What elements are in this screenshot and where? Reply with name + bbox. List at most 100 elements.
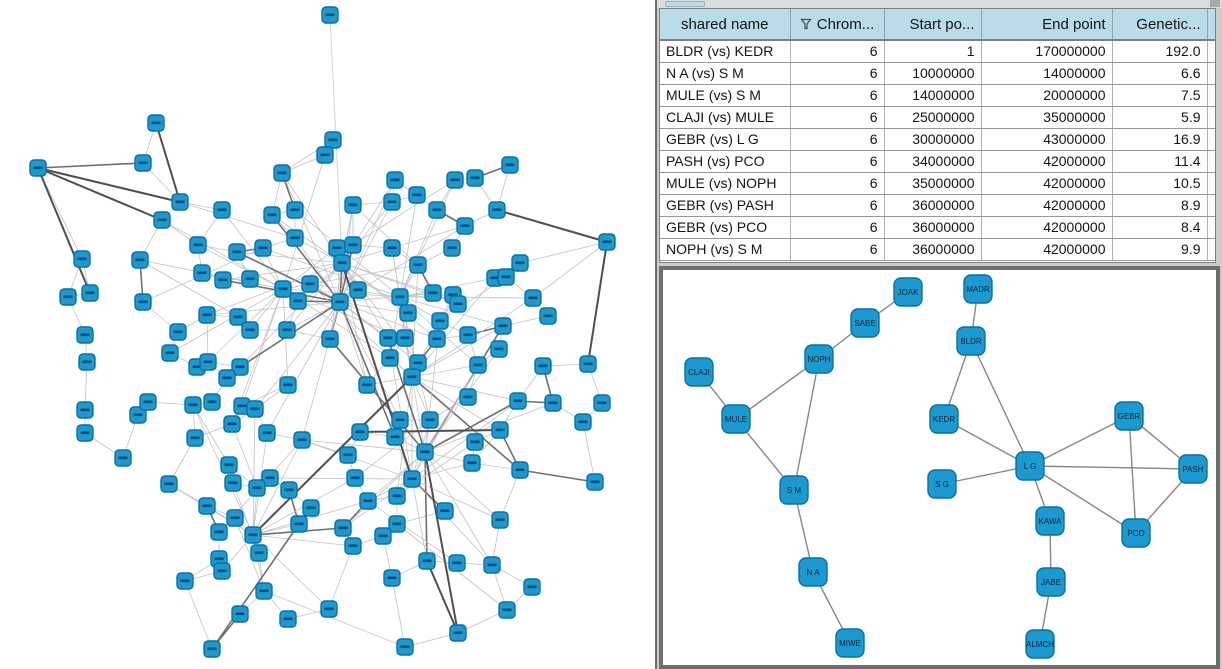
network-node[interactable] xyxy=(321,330,339,348)
network-node[interactable] xyxy=(274,280,292,298)
network-node[interactable] xyxy=(147,114,165,132)
network-node[interactable] xyxy=(134,154,152,172)
network-node-s-m[interactable]: S M xyxy=(779,475,809,505)
network-edge[interactable] xyxy=(411,478,501,521)
cell-value[interactable]: 6 xyxy=(790,194,885,217)
network-edge[interactable] xyxy=(424,451,501,521)
network-edge[interactable] xyxy=(587,241,608,365)
network-node[interactable] xyxy=(59,288,77,306)
network-edge[interactable] xyxy=(221,209,284,290)
network-node[interactable] xyxy=(544,394,562,412)
network-node[interactable] xyxy=(449,624,467,642)
network-edge[interactable] xyxy=(37,167,163,221)
network-node[interactable] xyxy=(73,250,91,268)
cell-value[interactable]: 42000000 xyxy=(981,216,1113,239)
cell-shared-name[interactable]: MULE (vs) S M xyxy=(660,84,791,107)
network-node[interactable] xyxy=(403,368,421,386)
network-node[interactable] xyxy=(161,344,179,362)
network-node[interactable] xyxy=(396,638,414,656)
cell-value[interactable]: 170000000 xyxy=(981,40,1113,63)
cell-value[interactable]: 6 xyxy=(790,84,885,107)
network-node[interactable] xyxy=(280,481,298,499)
network-node[interactable] xyxy=(497,268,515,286)
network-edge[interactable] xyxy=(254,301,341,410)
column-header-genetic-[interactable]: Genetic... xyxy=(1112,9,1208,41)
network-edge[interactable] xyxy=(341,262,438,340)
network-node[interactable] xyxy=(456,217,474,235)
network-node[interactable] xyxy=(76,424,94,442)
network-node-n-a[interactable]: N A xyxy=(798,557,828,587)
network-edge[interactable] xyxy=(339,244,354,303)
network-node[interactable] xyxy=(396,329,414,347)
network-node[interactable] xyxy=(254,239,272,257)
network-node[interactable] xyxy=(241,270,259,288)
network-edge[interactable] xyxy=(301,439,413,480)
network-edge[interactable] xyxy=(301,439,426,453)
cell-value[interactable]: 9.9 xyxy=(1112,238,1208,261)
network-edge[interactable] xyxy=(262,247,401,298)
network-edge[interactable] xyxy=(339,204,354,303)
network-edge[interactable] xyxy=(411,462,473,480)
network-node[interactable] xyxy=(448,554,466,572)
network-node-miwe[interactable]: MIWE xyxy=(835,628,865,658)
network-node[interactable] xyxy=(213,201,231,219)
cell-value[interactable]: 35000000 xyxy=(884,172,982,195)
network-node[interactable] xyxy=(224,474,242,492)
network-edge[interactable] xyxy=(301,301,341,441)
network-edge[interactable] xyxy=(197,244,284,290)
table-row[interactable]: NOPH (vs) S M 6 36000000 42000000 9.9 xyxy=(660,238,1215,261)
network-edge[interactable] xyxy=(339,301,409,314)
network-edge[interactable] xyxy=(519,241,608,264)
network-node[interactable] xyxy=(449,295,467,313)
network-node[interactable] xyxy=(186,429,204,447)
network-node[interactable] xyxy=(469,356,487,374)
cell-value[interactable]: 42000000 xyxy=(981,194,1113,217)
network-node[interactable] xyxy=(524,289,542,307)
network-edge[interactable] xyxy=(339,301,396,438)
table-row[interactable]: GEBR (vs) PCO 6 36000000 42000000 8.4 xyxy=(660,216,1215,239)
network-node[interactable] xyxy=(466,433,484,451)
cell-value[interactable]: 6 xyxy=(790,216,885,239)
network-edge[interactable] xyxy=(391,577,406,648)
cell-value[interactable]: 6 xyxy=(790,128,885,151)
cell-value[interactable]: 8.9 xyxy=(1112,194,1208,217)
overview-network-panel[interactable] xyxy=(0,0,655,669)
network-node[interactable] xyxy=(388,487,406,505)
network-node[interactable] xyxy=(279,376,297,394)
network-edge[interactable] xyxy=(411,325,504,378)
cell-shared-name[interactable]: BLDR (vs) KEDR xyxy=(660,40,791,63)
network-node[interactable] xyxy=(263,206,281,224)
network-edge[interactable] xyxy=(424,451,493,566)
network-edge[interactable] xyxy=(1029,465,1194,470)
network-node[interactable] xyxy=(428,201,446,219)
network-node[interactable] xyxy=(255,582,273,600)
network-node[interactable] xyxy=(409,256,427,274)
network-node-jabe[interactable]: JABE xyxy=(1036,567,1066,597)
network-node[interactable] xyxy=(78,353,96,371)
network-node[interactable] xyxy=(358,376,376,394)
network-node[interactable] xyxy=(203,640,221,658)
network-node[interactable] xyxy=(436,502,454,520)
network-node[interactable] xyxy=(228,243,246,261)
cell-value[interactable]: 42000000 xyxy=(981,238,1113,261)
cell-value[interactable]: 36000000 xyxy=(884,238,982,261)
network-node[interactable] xyxy=(320,600,338,618)
cell-value[interactable]: 8.4 xyxy=(1112,216,1208,239)
network-node[interactable] xyxy=(226,509,244,527)
network-edge[interactable] xyxy=(37,167,91,294)
network-node-pash[interactable]: PASH xyxy=(1178,454,1208,484)
table-row[interactable]: MULE (vs) NOPH 6 35000000 42000000 10.5 xyxy=(660,172,1215,195)
cell-value[interactable]: 192.0 xyxy=(1112,40,1208,63)
table-row[interactable]: PASH (vs) PCO 6 34000000 42000000 11.4 xyxy=(660,150,1215,173)
network-node[interactable] xyxy=(386,428,404,446)
table-row[interactable]: N A (vs) S M 6 10000000 14000000 6.6 xyxy=(660,62,1215,85)
cell-value[interactable]: 36000000 xyxy=(884,216,982,239)
network-edge[interactable] xyxy=(582,421,596,483)
network-node-pco[interactable]: PCO xyxy=(1121,518,1151,548)
network-node[interactable] xyxy=(289,292,307,310)
network-edge[interactable] xyxy=(399,296,534,299)
network-edge[interactable] xyxy=(161,219,284,290)
network-edge[interactable] xyxy=(411,478,428,562)
network-edge[interactable] xyxy=(424,451,459,634)
network-edge[interactable] xyxy=(155,122,181,203)
